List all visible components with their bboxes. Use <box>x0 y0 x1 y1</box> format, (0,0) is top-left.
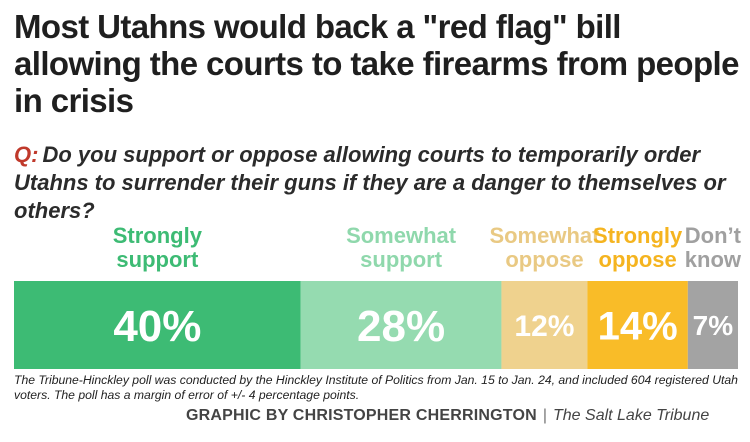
credit-separator: | <box>542 407 547 424</box>
footnote: The Tribune-Hinckley poll was conducted … <box>14 373 738 402</box>
category-label-5-line-1: Don’t <box>685 223 742 248</box>
bar-segment-1 <box>14 281 301 369</box>
value-label-4: 14% <box>598 304 678 348</box>
category-label-4-line-1: Strongly <box>593 223 683 248</box>
bar-segment-4 <box>587 281 688 369</box>
value-label-1: 40% <box>113 302 201 351</box>
category-label-3-line-1: Somewhat <box>489 223 600 248</box>
value-label-5: 7% <box>693 310 734 341</box>
chart-title: Most Utahns would back a "red flag" bill… <box>14 8 739 119</box>
credit-line: GRAPHIC BY CHRISTOPHER CHERRINGTON | The S… <box>186 406 746 426</box>
value-label-3: 12% <box>514 310 574 343</box>
bar-segment-3 <box>501 281 588 369</box>
graphic-credit: GRAPHIC BY CHRISTOPHER CHERRINGTON <box>186 407 537 424</box>
category-label-5-line-2: know <box>685 247 742 272</box>
category-label-2-line-1: Somewhat <box>346 223 457 248</box>
question-prefix: Q: <box>14 142 39 167</box>
category-label-1-line-2: support <box>116 247 199 272</box>
category-label-1-line-1: Strongly <box>113 223 203 248</box>
question-text: Do you support or oppose allowing courts… <box>14 142 726 223</box>
publication-name: The Salt Lake Tribune <box>553 407 710 424</box>
category-label-2-line-2: support <box>360 247 443 272</box>
value-label-2: 28% <box>357 302 445 351</box>
bar-segment-5 <box>687 281 738 369</box>
poll-question: Q: Do you support or oppose allowing cour… <box>14 141 739 225</box>
category-label-3-line-2: oppose <box>505 247 583 272</box>
bar-segment-2 <box>300 281 502 369</box>
category-label-4-line-2: oppose <box>599 247 677 272</box>
